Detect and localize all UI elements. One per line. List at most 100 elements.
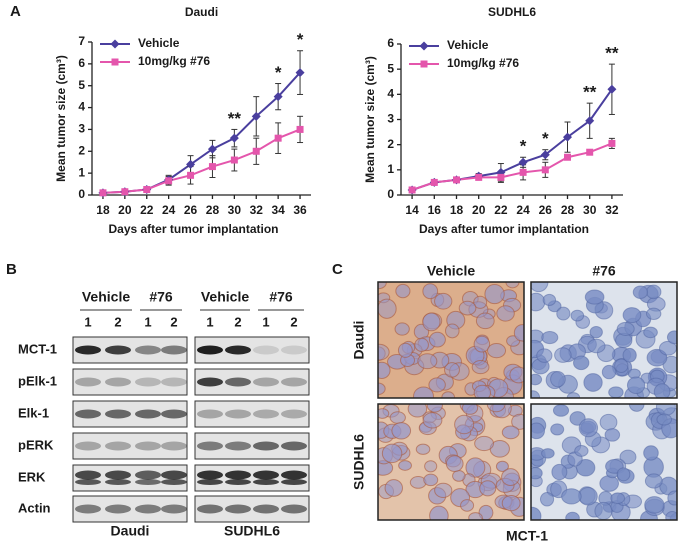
nucleus [474, 435, 494, 452]
nucleus [632, 285, 649, 299]
nucleus [479, 480, 497, 497]
marker [541, 166, 549, 174]
band [225, 377, 251, 387]
marker [564, 153, 571, 161]
nucleus [583, 373, 603, 392]
band [225, 479, 251, 485]
marker [518, 157, 528, 167]
x-tick-label: 22 [494, 203, 508, 217]
band [253, 470, 279, 480]
marker [230, 156, 238, 164]
nucleus [475, 312, 495, 330]
significance-mark: * [275, 63, 282, 82]
band [75, 345, 101, 355]
nucleus [616, 321, 635, 336]
legend-marker [420, 60, 428, 68]
legend-marker [110, 39, 120, 49]
marker [608, 139, 616, 147]
significance-mark: * [542, 129, 549, 148]
nucleus [446, 310, 466, 330]
marker [252, 147, 260, 155]
nucleus [616, 467, 631, 482]
significance-mark: * [520, 137, 527, 156]
y-axis-label: Mean tumor size (cm³) [54, 55, 68, 182]
group-label: Vehicle [201, 289, 249, 305]
micrograph [531, 404, 677, 520]
row-label: Elk-1 [18, 405, 49, 420]
marker [208, 163, 216, 171]
marker [165, 177, 173, 185]
nucleus [445, 455, 464, 473]
x-tick-label: 28 [561, 203, 575, 217]
nucleus [452, 470, 466, 482]
row-label: pElk-1 [18, 373, 57, 388]
lane-label: 1 [206, 314, 213, 329]
nucleus [407, 404, 428, 418]
significance-mark: * [297, 30, 304, 49]
blot-strip [194, 400, 310, 428]
marker [207, 144, 217, 154]
x-tick-label: 20 [472, 203, 486, 217]
band [225, 345, 251, 355]
nucleus [645, 284, 662, 300]
nucleus [644, 496, 665, 514]
band [281, 345, 307, 355]
band [75, 377, 101, 387]
x-tick-label: 32 [250, 203, 264, 217]
marker [585, 116, 595, 126]
nucleus [622, 307, 642, 324]
nucleus [422, 283, 439, 300]
y-tick-label: 1 [387, 162, 394, 176]
band [135, 504, 161, 514]
frame [377, 281, 525, 399]
y-tick-label: 6 [387, 36, 394, 50]
micrograph [531, 282, 677, 398]
band [105, 441, 131, 451]
nucleus [417, 353, 438, 370]
nucleus [378, 298, 397, 319]
nucleus [389, 411, 406, 424]
nucleus [561, 488, 582, 505]
band [281, 479, 307, 485]
micrograph [378, 282, 524, 398]
band [75, 479, 101, 485]
row-label: SUDHL6 [351, 434, 367, 490]
nucleus [413, 386, 434, 398]
band [75, 470, 101, 480]
y-tick-label: 5 [78, 78, 85, 92]
y-axis-label: Mean tumor size (cm³) [363, 56, 377, 183]
marker [430, 178, 438, 186]
y-tick-label: 4 [78, 100, 85, 114]
nucleus [384, 479, 404, 497]
stain-label: MCT-1 [506, 528, 548, 544]
band [253, 409, 279, 419]
cell-line-label: SUDHL6 [224, 523, 280, 539]
significance-mark: ** [228, 109, 242, 128]
nucleus [395, 283, 411, 299]
nucleus [578, 418, 599, 438]
marker [229, 133, 239, 143]
x-tick-label: 24 [516, 203, 530, 217]
band [75, 441, 101, 451]
legend-label: Vehicle [447, 38, 489, 52]
band [105, 345, 131, 355]
micrograph [378, 404, 524, 520]
nucleus [461, 404, 479, 415]
nucleus [643, 445, 659, 461]
nucleus [531, 422, 545, 440]
nucleus [614, 358, 629, 373]
nucleus [501, 425, 520, 440]
band [75, 504, 101, 514]
marker [519, 168, 527, 176]
x-tick-label: 28 [206, 203, 220, 217]
x-tick-label: 30 [228, 203, 242, 217]
row-label: Actin [18, 500, 51, 515]
nucleus [428, 377, 446, 393]
band [161, 479, 187, 485]
significance-mark: ** [583, 83, 597, 102]
nucleus [656, 413, 673, 426]
nucleus [531, 292, 546, 312]
nucleus [426, 404, 443, 413]
blot-strip [72, 432, 188, 460]
